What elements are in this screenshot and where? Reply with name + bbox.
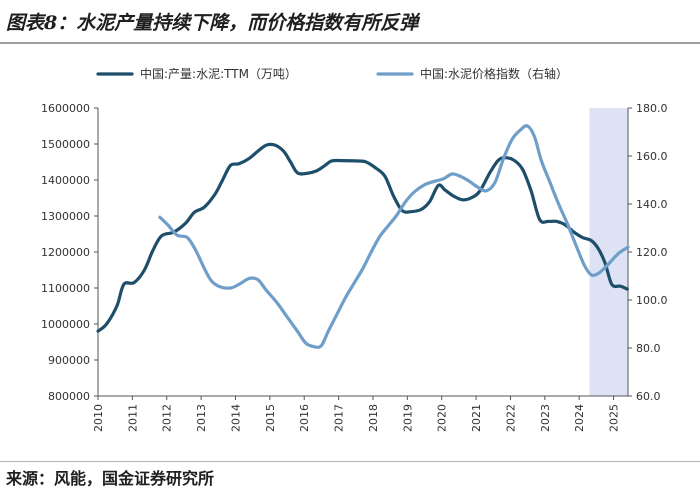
left-tick-label: 1500000 <box>41 138 90 151</box>
x-tick-label: 2012 <box>161 404 174 432</box>
x-tick-label: 2015 <box>264 404 277 432</box>
x-tick-label: 2018 <box>367 404 380 432</box>
right-tick-label: 80.0 <box>636 342 661 355</box>
right-tick-label: 60.0 <box>636 390 661 403</box>
right-tick-label: 140.0 <box>636 198 668 211</box>
left-tick-label: 1300000 <box>41 210 90 223</box>
left-tick-label: 1400000 <box>41 174 90 187</box>
left-tick-label: 900000 <box>48 354 90 367</box>
left-tick-label: 1600000 <box>41 102 90 115</box>
x-tick-label: 2023 <box>539 404 552 432</box>
x-tick-label: 2010 <box>92 404 105 432</box>
right-tick-label: 100.0 <box>636 294 668 307</box>
series-line-cement-output <box>96 142 629 333</box>
legend-label: 中国:产量:水泥:TTM（万吨） <box>140 66 297 81</box>
x-tick-label: 2021 <box>470 404 483 432</box>
right-tick-label: 180.0 <box>636 102 668 115</box>
right-tick-label: 160.0 <box>636 150 668 163</box>
source-note: 来源：风能，国金证券研究所 <box>6 469 215 488</box>
legend-label: 中国:水泥价格指数（右轴） <box>420 66 568 81</box>
series-layer <box>96 124 630 349</box>
legend: 中国:产量:水泥:TTM（万吨） 中国:水泥价格指数（右轴） <box>96 66 568 81</box>
title-divider <box>0 42 700 44</box>
chart: 中国:产量:水泥:TTM（万吨） 中国:水泥价格指数（右轴） 800000 9000… <box>41 66 668 432</box>
source-divider <box>0 461 700 462</box>
x-tick-label: 2025 <box>608 404 621 432</box>
x-tick-label: 2017 <box>333 404 346 432</box>
x-tick-label: 2011 <box>126 404 139 432</box>
x-tick-label: 2014 <box>229 404 242 432</box>
x-tick-label: 2020 <box>436 404 449 432</box>
left-tick-label: 1100000 <box>41 282 90 295</box>
x-tick-label: 2016 <box>298 404 311 432</box>
left-tick-label: 1200000 <box>41 246 90 259</box>
left-tick-label: 800000 <box>48 390 90 403</box>
right-tick-label: 120.0 <box>636 246 668 259</box>
x-tick-label: 2022 <box>504 404 517 432</box>
axes: 800000 900000 1000000 1100000 1200000 1300000… <box>41 102 668 432</box>
series-line-cement-price-index <box>158 124 630 349</box>
x-tick-label: 2024 <box>573 404 586 432</box>
left-tick-label: 1000000 <box>41 318 90 331</box>
figure-title: 图表8：水泥产量持续下降，而价格指数有所反弹 <box>6 12 419 34</box>
x-tick-label: 2019 <box>401 404 414 432</box>
x-tick-label: 2013 <box>195 404 208 432</box>
